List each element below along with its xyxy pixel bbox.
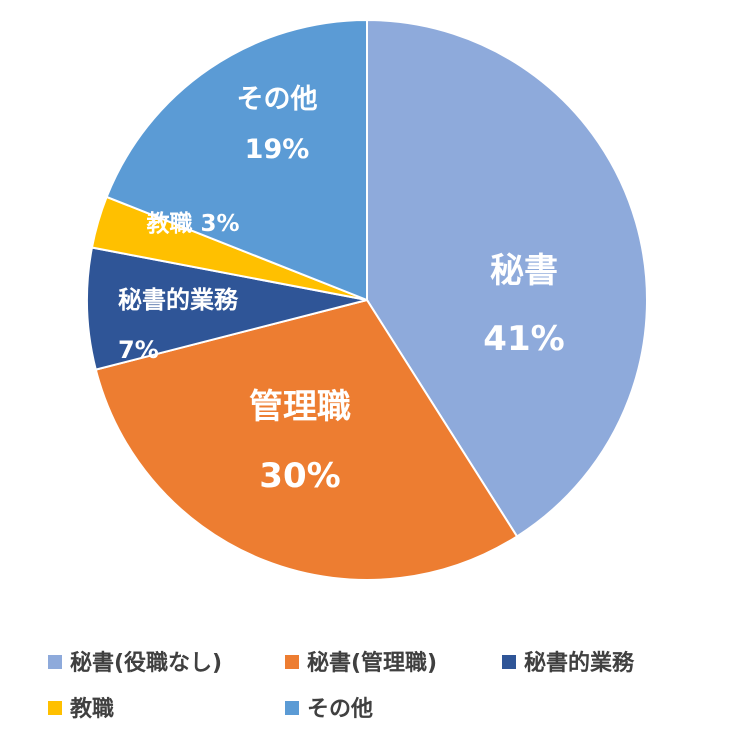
legend-swatch-1 (48, 655, 62, 669)
legend-swatch-2 (285, 655, 299, 669)
legend-label-4: 教職 (70, 696, 114, 722)
slice-labels: 秘書 41% 管理職 30% 秘書的業務 7% 教職 3% その他 19% (118, 84, 565, 496)
legend-swatch-3 (502, 655, 516, 669)
slice-1-percent-label: 41% (483, 319, 564, 359)
legend-swatch-4 (48, 701, 62, 715)
slice-2-percent-label: 30% (259, 456, 340, 496)
pie-slices (86, 18, 648, 581)
slice-5-percent-label: 19% (245, 134, 310, 165)
legend-label-1: 秘書(役職なし) (70, 650, 222, 676)
legend-swatch-5 (285, 701, 299, 715)
slice-3-percent-label: 7% (118, 336, 159, 364)
legend-label-2: 秘書(管理職) (307, 650, 437, 676)
slice-3-wedge (86, 246, 368, 371)
slice-4-label: 教職 3% (146, 210, 239, 237)
legend-label-5: その他 (307, 697, 373, 722)
slice-5-category-label: その他 (237, 84, 318, 115)
slice-1-category-label: 秘書 (490, 251, 558, 291)
slice-1-wedge (366, 18, 648, 538)
slice-3-category-label: 秘書的業務 (118, 286, 239, 314)
legend-label-3: 秘書的業務 (524, 650, 635, 676)
slice-5-wedge (105, 18, 368, 302)
slice-2-wedge (94, 298, 519, 581)
slice-2-category-label: 管理職 (249, 387, 351, 427)
